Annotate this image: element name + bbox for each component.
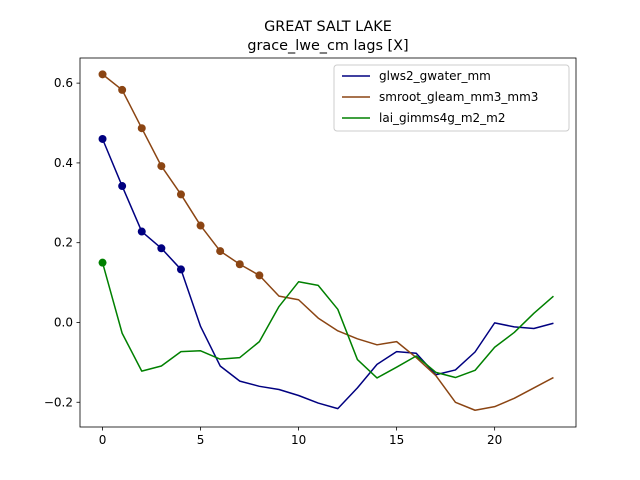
x-tick-label: 0	[99, 433, 107, 447]
plot-area	[98, 70, 554, 411]
data-point	[255, 271, 264, 280]
x-tick-label: 15	[389, 433, 404, 447]
series-line-1	[102, 73, 554, 411]
legend-label: glws2_gwater_mm	[379, 69, 491, 83]
data-point	[157, 162, 166, 171]
data-point	[137, 124, 146, 133]
y-tick-label: 0.2	[54, 236, 73, 250]
data-point	[98, 258, 107, 267]
data-point	[235, 260, 244, 269]
y-tick-label: −0.2	[44, 395, 73, 409]
data-point	[157, 244, 166, 253]
legend-label: lai_gimms4g_m2_m2	[379, 111, 506, 125]
chart-title: GREAT SALT LAKE	[264, 19, 392, 35]
x-tick-label: 10	[291, 433, 306, 447]
data-point	[118, 182, 127, 191]
legend: glws2_gwater_mm smroot_gleam_mm3_mm3 lai_g…	[333, 64, 570, 132]
series-line-0	[101, 138, 554, 410]
data-point	[216, 247, 225, 256]
series-line-2	[101, 262, 554, 379]
data-point	[98, 70, 107, 79]
x-tick-label: 20	[487, 433, 502, 447]
axes: 0 5 10 15 20 −0.2 0.0 0.2 0.4 0.6	[44, 57, 577, 447]
data-point	[176, 265, 185, 274]
y-tick-label: 0.4	[54, 156, 73, 170]
legend-label: smroot_gleam_mm3_mm3	[379, 90, 538, 104]
data-point	[137, 227, 146, 236]
data-point	[196, 221, 205, 230]
data-point	[118, 85, 127, 94]
y-tick-label: 0.6	[54, 76, 73, 90]
chart-subtitle: grace_lwe_cm lags [X]	[247, 38, 408, 54]
data-point	[98, 134, 107, 143]
x-tick-label: 5	[197, 433, 205, 447]
data-point	[176, 190, 185, 199]
legend-box	[333, 64, 570, 132]
y-tick-label: 0.0	[54, 315, 73, 329]
